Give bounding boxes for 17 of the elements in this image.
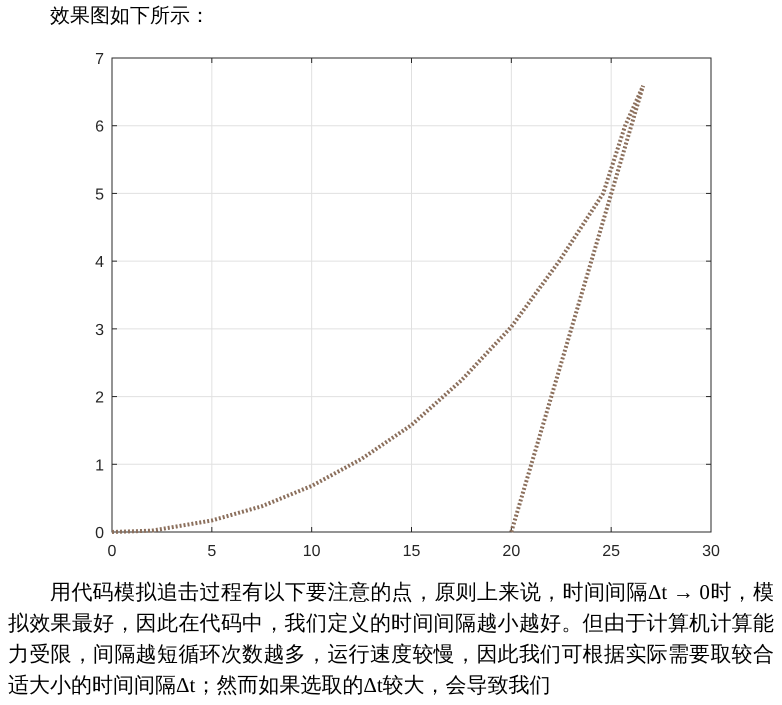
y-tick-label: 7 xyxy=(95,51,104,68)
text: 用代码模拟追击过程有以下要注意的点，原则上来说，时间间隔Δt → 0时，模拟效果最好，因此在代码中，我们定义的时间间隔越小越好。但由于计算机计算能力受限，间隔越短循环次数越多，运行速度较慢，因此我们可根据实际需要取较合适大小的时间间隔Δt；然而如果选取的Δt较大，会导致我们 xyxy=(8,579,774,699)
x-tick-label: 25 xyxy=(602,543,620,560)
x-tick-label: 20 xyxy=(502,543,520,560)
y-tick-label: 6 xyxy=(95,118,104,136)
chart-title: 效果图如下所示： xyxy=(50,4,210,29)
x-tick-label: 0 xyxy=(108,543,117,560)
y-tick-label: 1 xyxy=(95,457,104,474)
x-tick-label: 5 xyxy=(207,543,216,560)
x-tick-label: 30 xyxy=(702,543,720,560)
y-tick-label: 0 xyxy=(95,525,104,542)
y-tick-label: 3 xyxy=(95,322,104,339)
x-tick-label: 15 xyxy=(402,543,420,560)
y-tick-label: 4 xyxy=(95,254,104,272)
x-tick-label: 10 xyxy=(302,543,321,560)
y-tick-label: 5 xyxy=(95,186,104,204)
y-tick-label: 2 xyxy=(95,390,104,407)
